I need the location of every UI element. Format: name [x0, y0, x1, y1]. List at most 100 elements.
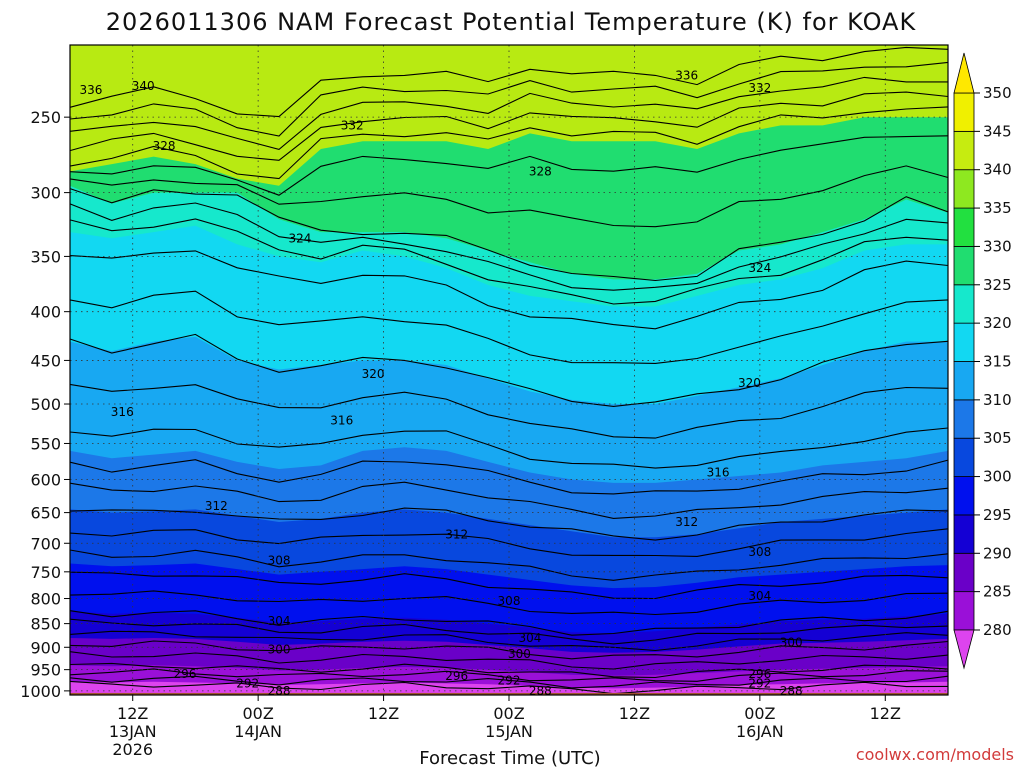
- contour-334: [69, 135, 949, 196]
- contour-label-304: 304: [748, 589, 771, 603]
- y-tick-label: 300: [30, 184, 61, 203]
- contour-label-300: 300: [508, 647, 531, 661]
- contour-label-304: 304: [518, 631, 541, 645]
- contour-324: [69, 250, 949, 330]
- x-tick-year: 2026: [112, 740, 153, 759]
- contour-292: [69, 651, 949, 670]
- colorbar-segment: [953, 552, 975, 593]
- y-tick-label: 400: [30, 303, 61, 322]
- colorbar-tick-label: 310: [983, 391, 1012, 409]
- colorbar-tick-label: 330: [983, 237, 1012, 255]
- contour-labels: 340 336 336 332 332 328 328 324 324 320 320 316 316 3…: [79, 68, 803, 698]
- colorbar-tick-label: 345: [983, 122, 1012, 140]
- colorbar-top-arrow: [953, 52, 975, 94]
- contour-label-332: 332: [341, 118, 364, 132]
- contour-lines: [69, 46, 949, 695]
- colorbar-tick-label: 320: [983, 314, 1012, 332]
- contour-328: [69, 202, 949, 291]
- contour-344: [69, 46, 949, 118]
- colorbar-tick-label: 340: [983, 161, 1012, 179]
- contour-label-336: 336: [79, 83, 102, 97]
- ground-strip: [70, 692, 948, 695]
- colorbar-bottom-arrow: [953, 629, 975, 670]
- y-tick-label: 500: [30, 395, 61, 414]
- contour-label-300: 300: [780, 636, 803, 650]
- colorbar-segment: [953, 399, 975, 439]
- contour-label-320: 320: [738, 376, 761, 390]
- y-tick-label: 600: [30, 470, 61, 489]
- shade-band-285: [70, 681, 948, 695]
- x-tick-label: 00Z: [493, 704, 524, 723]
- contour-316: [69, 427, 949, 469]
- x-tick-label: 12Z: [368, 704, 399, 723]
- contour-label-328: 328: [529, 164, 552, 178]
- y-axis: 250 300 350 400 450 500 550 600 650 700 750 800 850 9…: [20, 108, 70, 701]
- colorbar-segment: [953, 246, 975, 286]
- colorbar-segment: [953, 322, 975, 362]
- contour-312: [69, 481, 949, 519]
- contour-label-292: 292: [236, 676, 259, 690]
- colorbar-segment: [953, 169, 975, 209]
- y-tick-label: 800: [30, 590, 61, 609]
- contour-label-288: 288: [268, 684, 291, 698]
- x-axis-label: Forecast Time (UTC): [419, 748, 600, 768]
- contour-label-316: 316: [707, 466, 730, 480]
- x-tick-label: 12Z: [870, 704, 901, 723]
- contour-label-312: 312: [445, 527, 468, 541]
- contour-label-304: 304: [268, 614, 291, 628]
- contour-314: [69, 459, 949, 495]
- colorbar-segment: [953, 591, 975, 631]
- contour-296: [69, 630, 949, 652]
- contour-284: [69, 680, 949, 695]
- contour-340: [69, 76, 948, 151]
- contour-label-288: 288: [529, 684, 552, 698]
- colorbar-tick-label: 300: [983, 468, 1012, 486]
- contour-label-296: 296: [174, 667, 197, 681]
- y-tick-label: 750: [30, 563, 61, 582]
- contour-label-328: 328: [153, 139, 176, 153]
- x-tick-label: 12Z: [117, 704, 148, 723]
- y-tick-label: 850: [30, 615, 61, 634]
- x-tick-date: 15JAN: [485, 722, 533, 741]
- contour-306: [69, 549, 949, 581]
- colorbar-tick-label: 280: [983, 621, 1012, 639]
- y-tick-label: 900: [30, 638, 61, 657]
- colorbar-segment: [953, 130, 975, 171]
- contour-286: [69, 675, 949, 689]
- contour-label-296: 296: [748, 667, 771, 681]
- contour-label-324: 324: [288, 231, 311, 245]
- y-tick-label: 450: [30, 351, 61, 370]
- colorbar: 280 285 290 295 300 305 310 315 320 325 330 335 340 3…: [953, 52, 1012, 670]
- contour-label-316: 316: [330, 413, 353, 427]
- x-tick-label: 00Z: [744, 704, 775, 723]
- colorbar-tick-label: 325: [983, 276, 1012, 294]
- colorbar-tick-label: 305: [983, 429, 1012, 447]
- colorbar-tick-label: 315: [983, 353, 1012, 371]
- contour-326: [69, 218, 949, 305]
- x-tick-date: 14JAN: [234, 722, 282, 741]
- contour-308: [69, 528, 949, 557]
- colorbar-segment: [953, 284, 975, 324]
- contour-304: [69, 571, 949, 600]
- colorbar-segment: [953, 476, 975, 516]
- colorbar-tick-label: 335: [983, 199, 1012, 217]
- contour-label-312: 312: [675, 515, 698, 529]
- contour-label-300: 300: [268, 643, 291, 657]
- colorbar-tick-label: 295: [983, 506, 1012, 524]
- contour-342: [69, 61, 949, 137]
- contour-330: [69, 188, 949, 282]
- y-tick-label: 250: [30, 108, 61, 127]
- colorbar-segment: [953, 207, 975, 247]
- contour-label-332: 332: [748, 81, 771, 95]
- y-tick-label: 700: [30, 534, 61, 553]
- contour-label-340: 340: [132, 79, 155, 93]
- colorbar-segment: [953, 437, 975, 477]
- plot-area: 340 336 336 332 332 328 328 324 324 320 320 316 316 3…: [69, 44, 949, 698]
- contour-label-320: 320: [362, 367, 385, 381]
- y-tick-label: 350: [30, 247, 61, 266]
- colorbar-segment: [953, 361, 975, 401]
- x-tick-label: 12Z: [619, 704, 650, 723]
- x-tick-label: 00Z: [242, 704, 273, 723]
